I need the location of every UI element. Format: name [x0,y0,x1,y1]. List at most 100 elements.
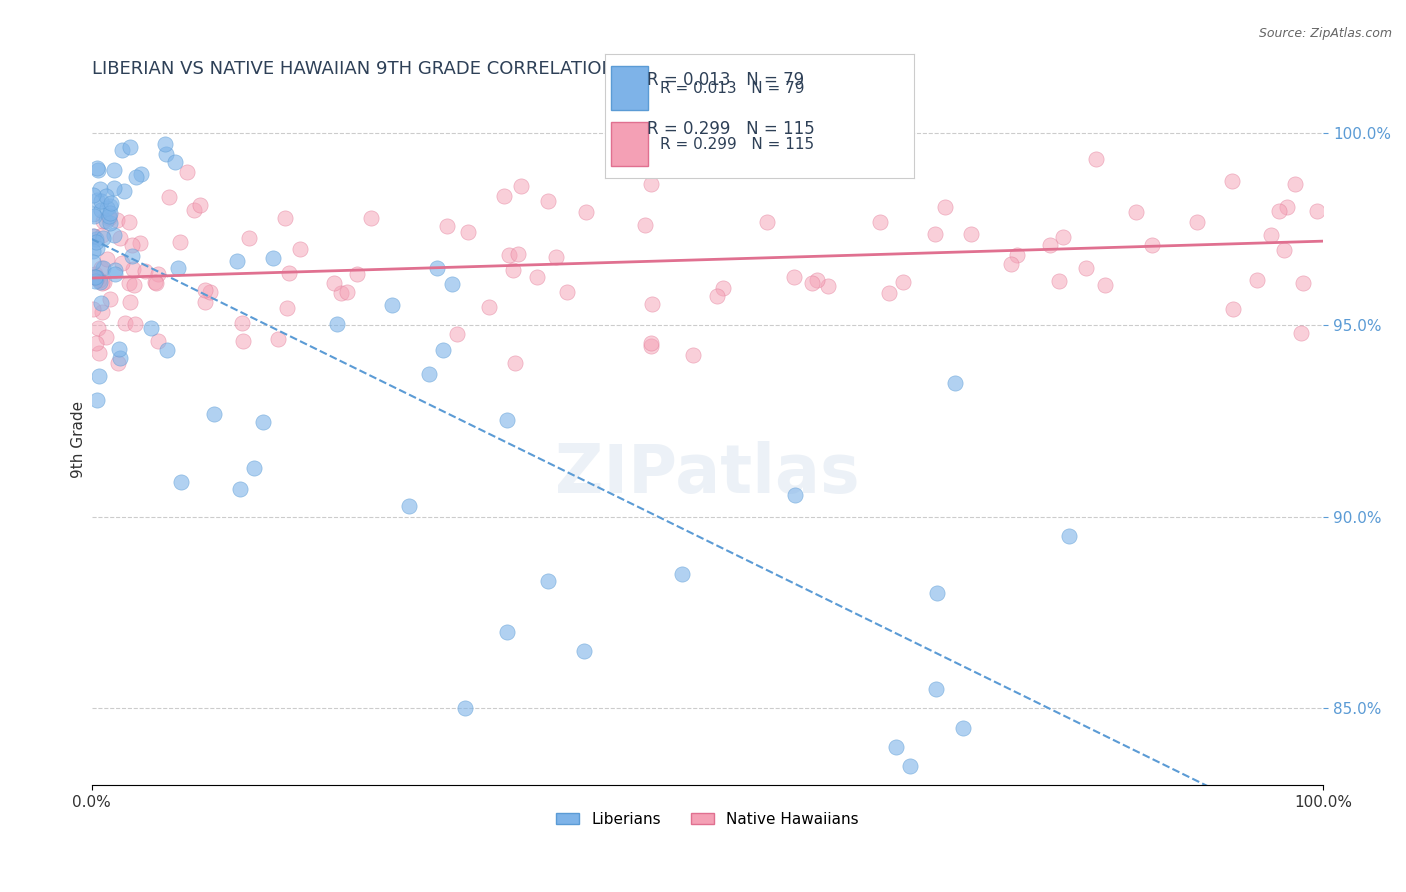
Text: R = 0.299   N = 115: R = 0.299 N = 115 [647,120,814,138]
Point [925,682,948,697]
Point [225,253,247,268]
Point [952,721,974,735]
FancyBboxPatch shape [610,66,648,110]
Point [398,500,420,514]
Point [91,214,114,228]
Point [432,343,454,358]
Point [124,317,146,331]
Point [96,201,118,215]
Point [122,277,145,292]
Text: Source: ZipAtlas.com: Source: ZipAtlas.com [1258,27,1392,40]
Point [122,262,145,277]
Point [98,199,121,213]
Point [498,248,520,262]
Point [103,228,125,243]
Point [869,214,891,228]
Point [1268,203,1291,218]
Point [711,281,734,295]
Point [98,292,121,306]
Point [496,412,519,426]
Point [446,326,468,341]
Point [107,356,129,370]
Point [169,235,191,249]
Point [143,275,166,289]
Point [118,276,141,290]
Point [1220,174,1243,188]
Point [112,184,135,198]
Point [1275,200,1298,214]
Point [156,343,179,358]
Point [1052,230,1074,244]
Point [1085,152,1108,166]
Point [494,189,516,203]
Point [89,369,111,384]
Point [436,219,458,234]
Point [262,251,284,265]
Text: R = 0.013   N = 79: R = 0.013 N = 79 [661,81,804,96]
Point [537,194,560,208]
Point [82,269,104,284]
Point [641,297,664,311]
Point [131,167,153,181]
Point [93,275,115,289]
Point [104,262,127,277]
Point [89,346,111,360]
Point [440,277,463,291]
Point [153,136,176,151]
Point [121,238,143,252]
Point [167,260,190,275]
Point [510,179,533,194]
Point [90,260,112,275]
Point [1076,260,1098,275]
Point [202,407,225,421]
Point [134,264,156,278]
Point [176,164,198,178]
Point [457,225,479,239]
Point [426,260,449,275]
Point [86,235,108,249]
Point [86,392,108,407]
Point [94,330,117,344]
Point [478,300,501,314]
Point [82,301,104,316]
Point [555,285,578,300]
Point [537,574,560,588]
Point [924,227,946,241]
Point [503,356,526,370]
Point [91,305,114,319]
Point [194,284,217,298]
Point [90,276,112,290]
Point [90,194,112,208]
Point [886,739,908,754]
Point [145,277,167,291]
Point [898,759,921,773]
Point [232,334,254,348]
Point [84,231,107,245]
Point [418,367,440,381]
Point [290,242,312,256]
Point [1306,203,1329,218]
Point [84,269,107,284]
Point [86,241,108,255]
Point [877,285,900,300]
Point [90,227,112,242]
Point [108,351,131,366]
Point [107,342,129,356]
Point [89,181,111,195]
Point [502,263,524,277]
FancyBboxPatch shape [610,122,648,166]
Point [891,275,914,289]
Point [231,316,253,330]
Point [82,229,104,244]
Point [86,193,108,207]
Point [1000,257,1022,271]
Text: R = 0.299   N = 115: R = 0.299 N = 115 [661,137,814,153]
Point [84,335,107,350]
Point [634,219,657,233]
Point [506,246,529,260]
Point [111,143,134,157]
Point [82,244,104,259]
Text: R = 0.013   N = 79: R = 0.013 N = 79 [647,71,804,89]
Point [495,624,517,639]
Point [453,701,475,715]
